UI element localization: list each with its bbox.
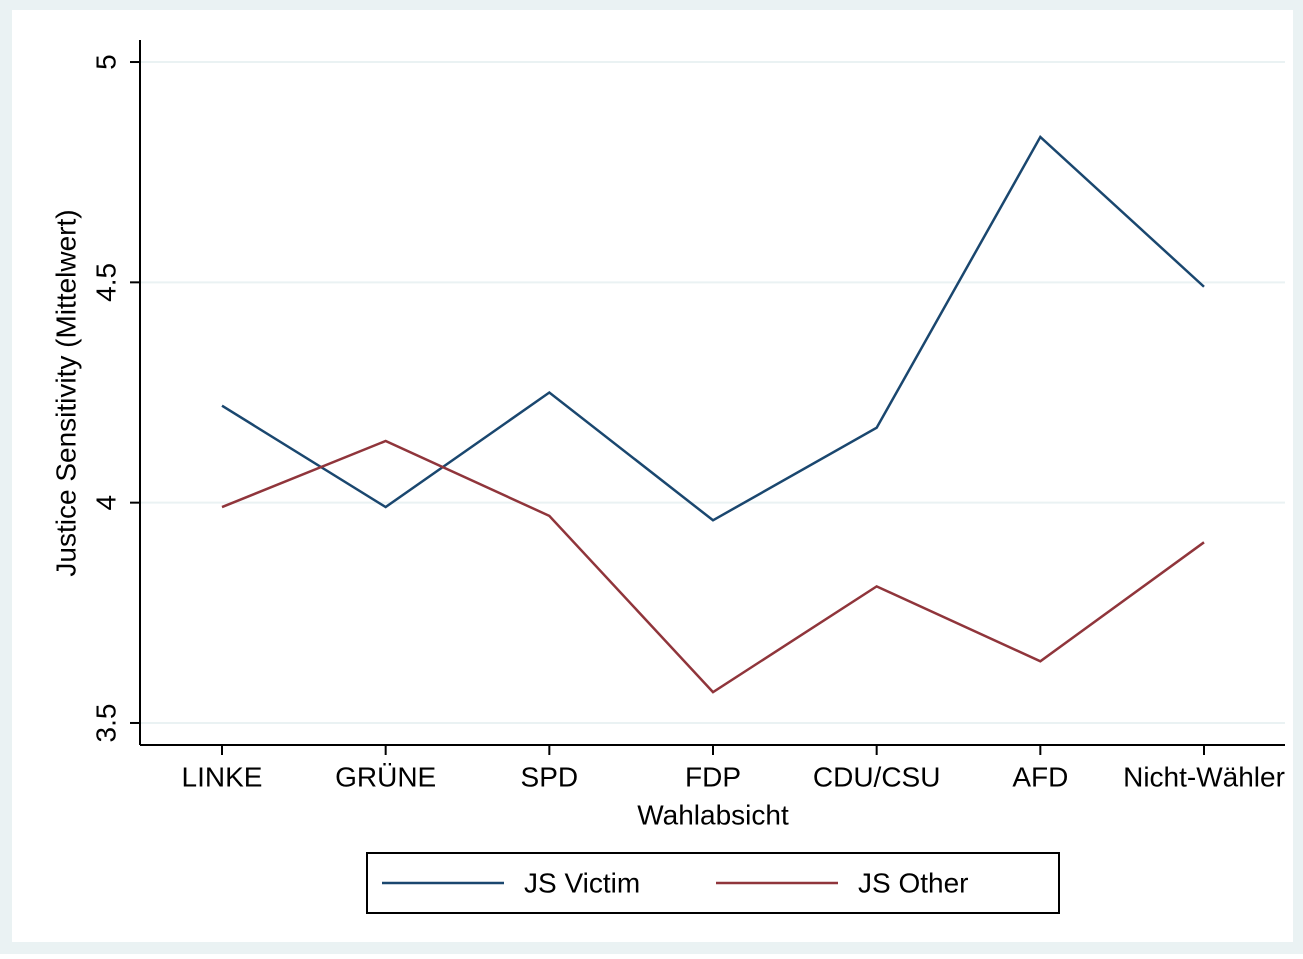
plot-background (12, 10, 1293, 942)
y-tick-label: 4.5 (90, 263, 121, 302)
x-tick-label: LINKE (182, 761, 263, 792)
line (221, 134, 1205, 522)
x-tick-label: Nicht-Wähler (1123, 761, 1285, 792)
y-tick-label: 5 (90, 54, 121, 70)
y-tick-label: 4 (90, 495, 121, 511)
x-tick-label: CDU/CSU (813, 761, 941, 792)
y-tick-label: 3.5 (90, 704, 121, 743)
x-tick-label: FDP (685, 761, 741, 792)
line (221, 439, 1205, 694)
x-tick-label: GRÜNE (335, 761, 436, 792)
legend-label: JS Other (858, 867, 968, 898)
x-axis-title: Wahlabsicht (637, 799, 789, 830)
y-axis-title: Justice Sensitivity (Mittelwert) (50, 209, 81, 576)
x-tick-label: SPD (521, 761, 579, 792)
x-tick-label: AFD (1012, 761, 1068, 792)
legend-label: JS Victim (524, 867, 640, 898)
